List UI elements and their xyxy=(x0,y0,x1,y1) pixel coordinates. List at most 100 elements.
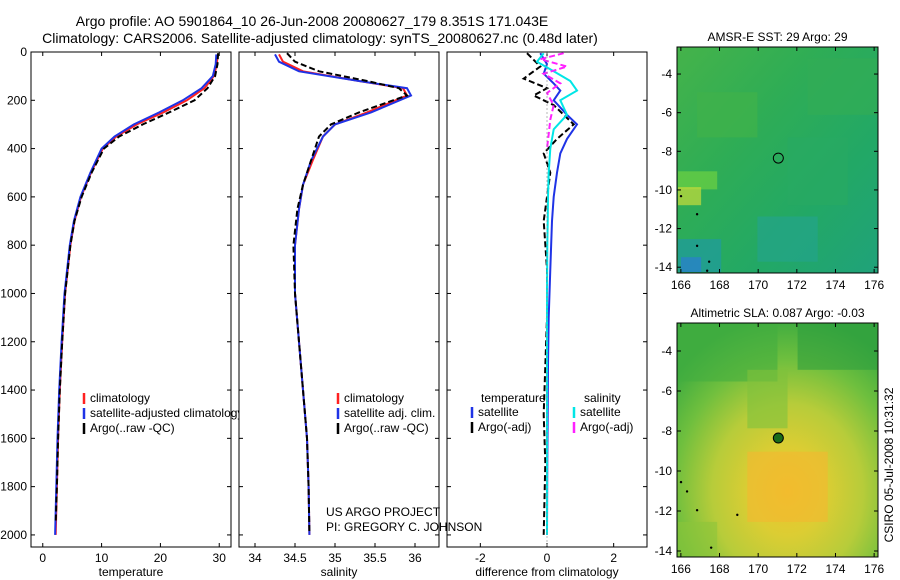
legend-label: Argo(-adj) xyxy=(580,420,633,434)
x-tick-label: 172 xyxy=(787,562,807,576)
field-patch xyxy=(697,92,758,138)
x-tick-label: 170 xyxy=(748,562,768,576)
x-tick-label: 20 xyxy=(154,551,168,565)
y-tick-label: -4 xyxy=(661,344,672,358)
timestamp: CSIRO 05-Jul-2008 10:31:32 xyxy=(882,387,896,542)
legend-label: satellite xyxy=(580,405,621,419)
sla_map-frame xyxy=(676,322,879,558)
x-tick-label: 0 xyxy=(544,551,551,565)
x-tick-label: 35 xyxy=(328,551,342,565)
sst_map-panel: AMSR-E SST: 29 Argo: 29 166 168 170 172 174 17… xyxy=(655,30,885,292)
x-tick-label: 176 xyxy=(864,278,884,292)
sla_map-panel: Altimetric SLA: 0.087 Argo: -0.03 166 168 1… xyxy=(655,306,885,576)
x-tick-label: 176 xyxy=(864,562,884,576)
y-tick-label: 400 xyxy=(7,142,27,156)
coastline-dot xyxy=(695,244,699,248)
y-tick-label: -6 xyxy=(661,106,672,120)
field-patch xyxy=(678,187,702,206)
credit-line2: PI: GREGORY C. JOHNSON xyxy=(326,520,482,534)
y-tick-label: -8 xyxy=(661,144,672,158)
y-tick-label: 1600 xyxy=(0,431,27,445)
x-tick-label: 30 xyxy=(213,551,227,565)
x-tick-label: 168 xyxy=(710,562,730,576)
y-tick-label: 600 xyxy=(7,190,27,204)
legend-label: Argo(..raw -QC) xyxy=(90,421,175,435)
x-tick-label: 36 xyxy=(408,551,422,565)
field-patch xyxy=(747,451,828,522)
coastline-dot xyxy=(736,513,739,517)
coastline-dot xyxy=(695,509,699,512)
temperature-xlabel: temperature xyxy=(99,565,164,579)
y-tick-label: -10 xyxy=(655,464,673,478)
credit-line1: US ARGO PROJECT xyxy=(326,505,441,519)
x-tick-label: 10 xyxy=(95,551,109,565)
salinity-series-group xyxy=(274,52,413,535)
x-tick-label: 174 xyxy=(825,278,845,292)
x-tick-label: 168 xyxy=(710,278,730,292)
x-tick-label: 166 xyxy=(671,278,691,292)
field-patch xyxy=(787,137,848,206)
series-line xyxy=(536,52,571,149)
legend: temperaturesatelliteArgo(-adj)salinitysa… xyxy=(470,391,633,434)
y-tick-label: -8 xyxy=(661,424,672,438)
argo-position-marker xyxy=(772,432,784,444)
temperature-series-group xyxy=(54,53,220,535)
salinity-xlabel: salinity xyxy=(321,565,358,579)
legend-label: Argo(-adj) xyxy=(478,420,531,434)
x-tick-label: 35.5 xyxy=(363,551,387,565)
x-tick-label: 172 xyxy=(787,278,807,292)
field-patch xyxy=(678,171,718,190)
coastline-dot xyxy=(707,260,711,263)
x-tick-label: 166 xyxy=(671,562,691,576)
temperature-panel: 0 10 20 30 0 200 400 600 800 1000 1200 1400 1600 1800… xyxy=(0,45,243,579)
x-tick-label: -2 xyxy=(475,551,486,565)
coastline-dot xyxy=(705,269,709,272)
coastline-dot xyxy=(695,213,699,216)
field-patch xyxy=(807,58,877,115)
x-tick-label: 174 xyxy=(825,562,845,576)
x-tick-label: 0 xyxy=(39,551,46,565)
x-tick-label: 2 xyxy=(610,551,617,565)
legend-label: satellite-adjusted climatology xyxy=(90,406,243,420)
series-line xyxy=(54,53,220,523)
sla_map-texture xyxy=(678,324,877,556)
coastline-dot xyxy=(679,194,683,198)
field-patch xyxy=(747,369,788,429)
field-patch xyxy=(757,216,818,262)
x-tick-label: 34.5 xyxy=(283,551,307,565)
coastline-dot xyxy=(709,546,713,549)
legend-header: salinity xyxy=(584,391,621,405)
x-tick-label: 34 xyxy=(248,551,262,565)
y-tick-label: 1400 xyxy=(0,383,27,397)
y-tick-label: -12 xyxy=(655,504,673,518)
y-tick-label: 1800 xyxy=(0,480,27,494)
y-tick-label: 200 xyxy=(7,93,27,107)
sst_map-texture xyxy=(678,58,877,272)
coastline-dot xyxy=(679,480,683,484)
legend-label: satellite xyxy=(478,405,519,419)
field-patch xyxy=(797,324,877,370)
difference-xlabel: difference from climatology xyxy=(475,565,618,579)
y-tick-label: -6 xyxy=(661,384,672,398)
page-subtitle: Climatology: CARS2006. Satellite-adjuste… xyxy=(42,30,598,46)
sst_map-title: AMSR-E SST: 29 Argo: 29 xyxy=(707,30,847,44)
argo-position-marker xyxy=(772,152,784,164)
coastline-dot xyxy=(685,490,689,493)
y-tick-label: 1000 xyxy=(0,286,27,300)
legend-label: Argo(..raw -QC) xyxy=(344,421,429,435)
legend-header: temperature xyxy=(481,391,546,405)
y-tick-label: -12 xyxy=(655,222,673,236)
legend-label: climatology xyxy=(90,391,150,405)
series-line xyxy=(286,52,409,533)
field-patch xyxy=(681,257,702,272)
field-patch xyxy=(678,521,718,556)
y-tick-label: 2000 xyxy=(0,528,27,542)
sla_map-title: Altimetric SLA: 0.087 Argo: -0.03 xyxy=(690,306,864,320)
legend-label: climatology xyxy=(344,391,404,405)
y-tick-label: 800 xyxy=(7,238,27,252)
y-tick-label: -14 xyxy=(655,260,673,274)
